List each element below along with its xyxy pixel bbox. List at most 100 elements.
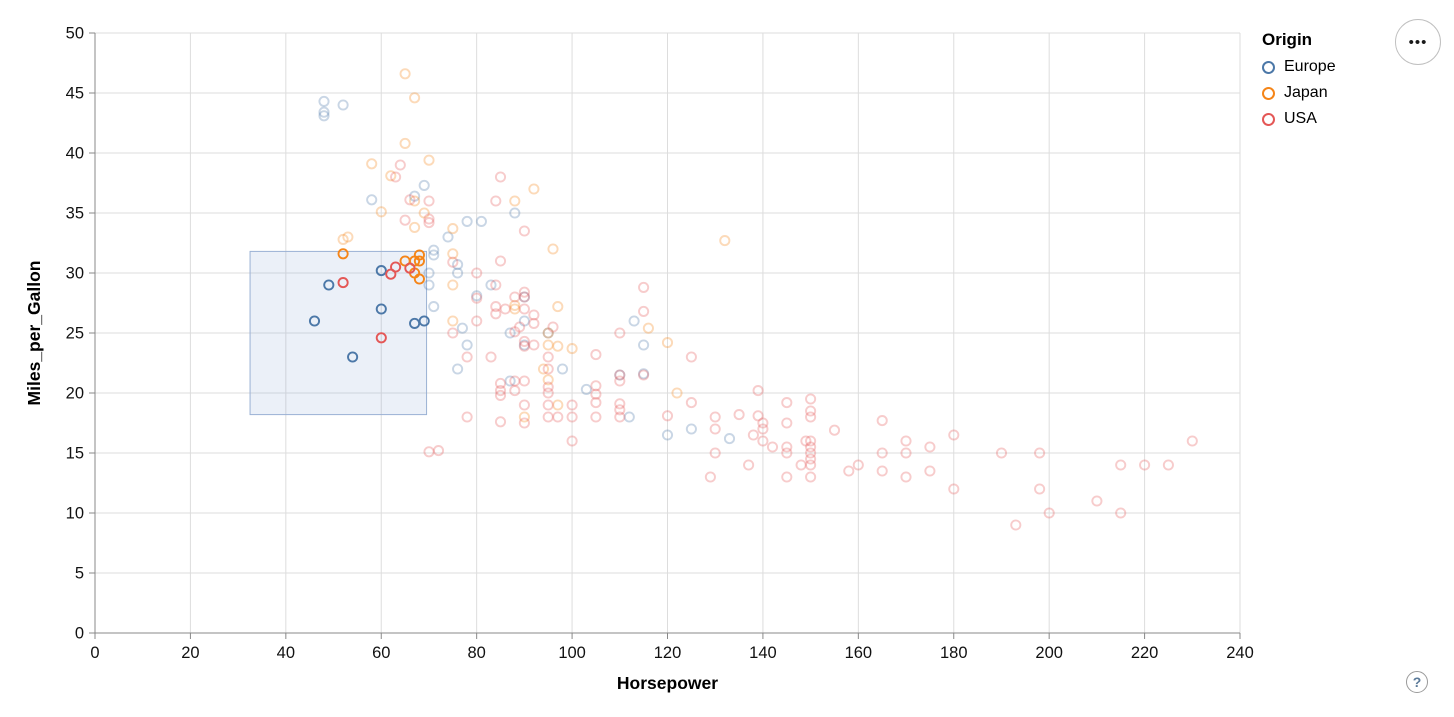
help-button[interactable]: ?	[1406, 671, 1428, 693]
data-point-europe	[418, 179, 430, 191]
data-point-usa	[704, 471, 716, 483]
data-point-japan	[671, 387, 683, 399]
data-point-usa	[590, 397, 602, 409]
data-point-japan	[447, 223, 459, 235]
question-mark-icon: ?	[1412, 674, 1422, 690]
data-point-usa	[542, 387, 554, 399]
data-point-europe	[452, 267, 464, 279]
y-tick-label: 20	[66, 385, 84, 403]
data-point-europe	[375, 265, 387, 277]
data-point-japan	[542, 339, 554, 351]
data-point-usa	[390, 171, 402, 183]
y-axis-title: Miles_per_Gallon	[24, 261, 44, 406]
data-point-usa	[509, 385, 521, 397]
data-point-europe	[556, 363, 569, 375]
data-point-usa	[423, 195, 435, 207]
data-point-usa	[876, 447, 888, 459]
data-point-usa	[447, 327, 459, 339]
data-point-usa	[518, 291, 530, 303]
data-point-japan	[375, 206, 387, 218]
data-point-usa	[399, 214, 411, 226]
data-point-japan	[661, 337, 674, 349]
data-point-usa	[781, 441, 793, 453]
data-point-japan	[409, 195, 421, 207]
data-point-usa	[542, 363, 554, 375]
data-point-usa	[518, 417, 530, 429]
data-point-europe	[318, 95, 330, 107]
data-point-usa	[518, 340, 530, 352]
data-point-usa	[590, 411, 602, 423]
legend-swatch-circle-icon	[1262, 60, 1275, 74]
data-point-usa	[638, 305, 650, 317]
x-tick-label: 100	[558, 644, 586, 662]
data-point-usa	[423, 217, 435, 229]
data-point-usa	[900, 471, 912, 483]
data-point-japan	[518, 411, 530, 423]
data-point-japan	[447, 315, 459, 327]
data-point-usa	[518, 335, 530, 347]
data-point-usa	[471, 267, 483, 279]
data-point-japan	[385, 170, 397, 182]
data-point-usa	[638, 281, 650, 293]
ellipsis-icon: •••	[1408, 33, 1428, 51]
y-tick-label: 0	[75, 625, 84, 643]
data-point-usa	[900, 435, 912, 447]
data-point-europe	[518, 291, 530, 303]
y-tick-label: 5	[75, 565, 84, 583]
data-point-usa	[528, 309, 540, 321]
data-point-europe	[475, 215, 487, 227]
y-tick-label: 15	[66, 445, 84, 463]
data-point-usa	[542, 411, 554, 423]
data-point-usa	[494, 171, 507, 183]
data-point-japan	[552, 340, 564, 352]
legend-swatch-circle-icon	[1262, 112, 1275, 126]
data-point-japan	[399, 68, 411, 80]
data-point-usa	[781, 417, 793, 429]
y-tick-label: 50	[66, 25, 84, 43]
legend-item-japan: Japan	[1262, 84, 1336, 102]
data-point-usa	[494, 377, 507, 389]
data-point-europe	[638, 368, 650, 380]
data-point-usa	[614, 369, 626, 381]
data-point-europe	[452, 259, 464, 271]
data-point-usa	[685, 351, 697, 363]
data-point-japan	[409, 92, 421, 104]
data-point-usa	[924, 441, 936, 453]
data-point-usa	[494, 416, 507, 428]
x-tick-label: 120	[654, 644, 682, 662]
data-point-usa	[876, 415, 888, 427]
data-point-usa	[518, 399, 530, 411]
data-point-europe	[366, 194, 378, 206]
legend-title: Origin	[1262, 30, 1313, 49]
legend-item-europe: Europe	[1262, 58, 1336, 76]
data-point-japan	[418, 207, 430, 219]
data-point-usa	[514, 321, 526, 333]
data-point-usa	[924, 465, 936, 477]
data-point-usa	[638, 369, 650, 381]
data-point-usa	[542, 351, 554, 363]
data-point-europe	[456, 322, 468, 334]
data-point-japan	[552, 301, 564, 313]
data-point-usa	[490, 308, 502, 320]
data-point-europe	[580, 383, 592, 395]
data-point-europe	[418, 315, 430, 327]
data-point-usa	[461, 411, 473, 423]
data-point-usa	[528, 339, 540, 351]
data-point-europe	[461, 339, 473, 351]
data-point-usa	[542, 381, 554, 393]
data-point-japan	[447, 279, 459, 291]
y-tick-label: 45	[66, 85, 84, 103]
selection-brush[interactable]	[249, 250, 428, 416]
data-point-europe	[347, 351, 359, 363]
data-point-usa	[852, 459, 864, 471]
data-point-usa	[494, 385, 507, 397]
options-menu-button[interactable]: •••	[1395, 19, 1441, 65]
data-point-usa	[757, 417, 769, 429]
data-point-japan	[409, 221, 421, 233]
data-point-usa	[948, 429, 960, 441]
data-point-japan	[413, 255, 425, 267]
data-point-japan	[509, 195, 521, 207]
